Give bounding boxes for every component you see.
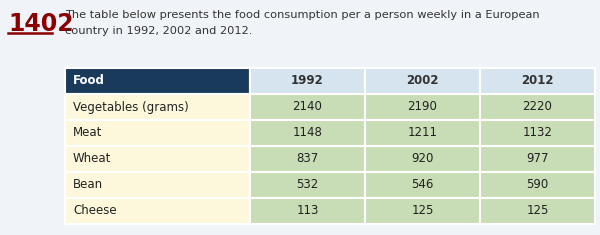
Text: Vegetables (grams): Vegetables (grams) (73, 101, 189, 114)
Bar (480, 120, 595, 146)
Text: 2220: 2220 (523, 101, 553, 114)
Bar (65, 120, 250, 146)
Text: 2012: 2012 (521, 74, 554, 87)
Bar (480, 146, 595, 172)
Bar (365, 198, 480, 224)
Bar (65, 146, 250, 172)
Bar (65, 198, 250, 224)
Text: 977: 977 (526, 153, 549, 165)
Text: 113: 113 (296, 204, 319, 218)
Bar (65, 94, 250, 120)
Text: 546: 546 (412, 179, 434, 192)
Text: Meat: Meat (73, 126, 103, 140)
Bar (480, 198, 595, 224)
Text: 1402: 1402 (8, 12, 74, 36)
Text: Bean: Bean (73, 179, 103, 192)
Text: 590: 590 (526, 179, 548, 192)
Bar (65, 68, 250, 94)
Text: 1211: 1211 (407, 126, 437, 140)
Text: 532: 532 (296, 179, 319, 192)
Text: Cheese: Cheese (73, 204, 116, 218)
Bar (365, 146, 480, 172)
Bar (250, 198, 365, 224)
Bar (480, 94, 595, 120)
Text: Food: Food (73, 74, 105, 87)
Text: 125: 125 (526, 204, 548, 218)
Bar (365, 68, 480, 94)
Text: The table below presents the food consumption per a person weekly in a European: The table below presents the food consum… (65, 10, 539, 20)
Bar (480, 68, 595, 94)
Text: 1132: 1132 (523, 126, 553, 140)
Bar (250, 172, 365, 198)
Bar (250, 94, 365, 120)
Text: 2002: 2002 (406, 74, 439, 87)
Bar (250, 146, 365, 172)
Text: 1148: 1148 (293, 126, 322, 140)
Bar (480, 172, 595, 198)
Bar (365, 172, 480, 198)
Text: 2190: 2190 (407, 101, 437, 114)
Bar (65, 172, 250, 198)
Bar (365, 120, 480, 146)
Bar (250, 120, 365, 146)
Text: 1992: 1992 (291, 74, 324, 87)
Text: 125: 125 (412, 204, 434, 218)
Text: 2140: 2140 (293, 101, 322, 114)
Text: Wheat: Wheat (73, 153, 112, 165)
Text: country in 1992, 2002 and 2012.: country in 1992, 2002 and 2012. (65, 26, 253, 36)
Bar (365, 94, 480, 120)
Text: 920: 920 (412, 153, 434, 165)
Text: 837: 837 (296, 153, 319, 165)
Bar (250, 68, 365, 94)
